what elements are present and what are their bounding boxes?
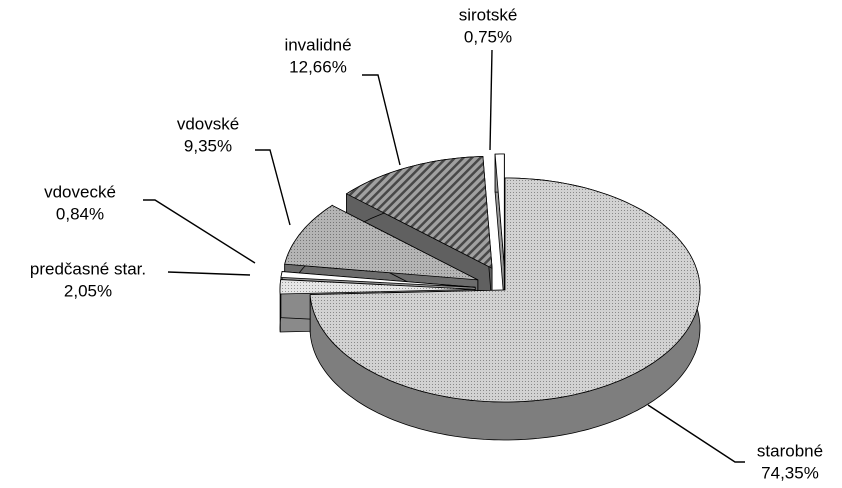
slice-value-label: 0,84% <box>56 204 104 223</box>
slice <box>280 271 476 288</box>
slice-value-label: 12,66% <box>289 57 347 76</box>
slice-texture <box>310 178 700 402</box>
slice-texture <box>280 279 475 294</box>
leader-line <box>647 404 745 463</box>
slice-label: sirotské <box>459 5 518 24</box>
slice-label: predčasné star. <box>30 259 146 278</box>
slice-texture <box>346 156 493 269</box>
slice-label: vdovské <box>177 114 239 133</box>
slice-value-label: 74,35% <box>761 463 819 482</box>
leader-line <box>489 49 493 151</box>
slice-texture <box>284 205 478 280</box>
slice-value-label: 2,05% <box>64 281 112 300</box>
leader-line <box>143 199 256 264</box>
slice <box>494 153 505 267</box>
leader-line <box>362 74 401 166</box>
slice-value-label: 0,75% <box>464 27 512 46</box>
leader-line <box>167 271 251 276</box>
slice-label: vdovecké <box>44 182 116 201</box>
labels: starobné 74,35% predčasné star. 2,05% vdovec… <box>30 5 823 482</box>
pie-tops <box>279 153 701 403</box>
slice-value-label: 9,35% <box>184 136 232 155</box>
slice-label: starobné <box>757 441 823 460</box>
slice-label: invalidné <box>284 35 351 54</box>
leader-line <box>255 149 291 226</box>
